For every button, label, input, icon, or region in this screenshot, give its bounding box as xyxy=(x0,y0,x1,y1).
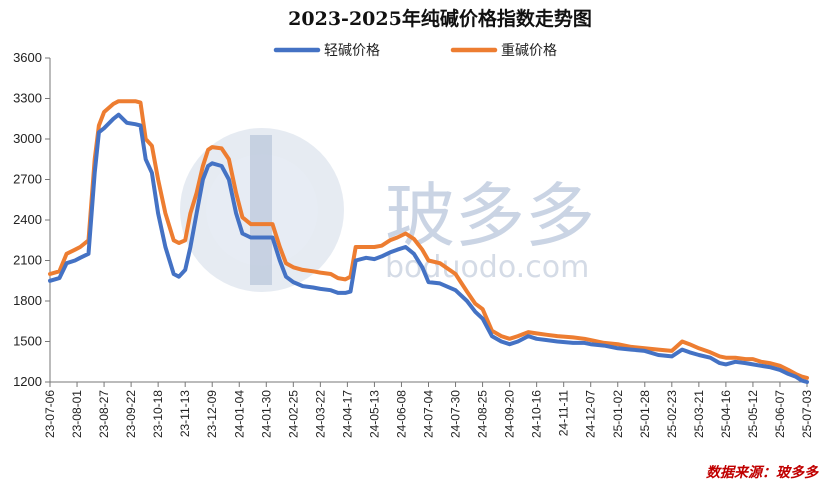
legend-label-light-soda: 轻碱价格 xyxy=(324,43,380,59)
source-note: 数据来源：玻多多 xyxy=(706,464,819,481)
legend: 轻碱价格 重碱价格 xyxy=(273,43,557,59)
x-tick-label: 24-07-04 xyxy=(422,390,436,438)
y-tick-label: 3300 xyxy=(13,91,42,106)
x-axis: 23-07-06 23-08-01 23-08-27 23-09-22 23-10-18… xyxy=(43,381,814,438)
x-tick-label: 24-10-16 xyxy=(530,390,544,438)
series-layer xyxy=(48,99,809,384)
y-tick-label: 2100 xyxy=(13,253,42,268)
x-tick-label: 25-03-21 xyxy=(692,390,706,438)
x-tick-label: 24-07-30 xyxy=(449,390,463,438)
y-tick-label: 1500 xyxy=(13,334,42,349)
watermark-logo-bar xyxy=(250,135,272,285)
x-tick-label: 25-02-23 xyxy=(665,390,679,438)
x-tick-label: 25-06-07 xyxy=(773,390,787,438)
series-line-light-soda xyxy=(48,112,809,384)
x-tick-label: 23-08-27 xyxy=(97,390,111,438)
x-tick-label: 24-05-13 xyxy=(367,390,381,438)
watermark-url: boduodo.com xyxy=(385,250,589,285)
x-tick-label: 25-05-12 xyxy=(746,390,760,438)
x-tick-label: 24-04-17 xyxy=(340,390,354,438)
x-tick-label: 24-01-30 xyxy=(259,390,273,438)
x-tick-label: 24-06-08 xyxy=(394,390,408,438)
x-tick-label: 23-10-18 xyxy=(151,390,165,438)
x-tick-label: 24-08-25 xyxy=(476,390,490,438)
x-tick-label: 25-07-03 xyxy=(800,390,814,438)
legend-label-heavy-soda: 重碱价格 xyxy=(501,43,557,59)
y-tick-label: 3600 xyxy=(13,50,42,65)
x-tick-label: 23-11-13 xyxy=(178,390,192,437)
x-tick-label: 24-12-07 xyxy=(584,390,598,438)
chart-title: 2023-2025年纯碱价格指数走势图 xyxy=(288,7,592,30)
y-tick-label: 3000 xyxy=(13,131,42,146)
x-tick-label: 25-01-28 xyxy=(638,390,652,438)
x-tick-label: 23-08-01 xyxy=(70,390,84,438)
x-tick-label: 23-09-22 xyxy=(124,390,138,438)
x-tick-label: 24-01-04 xyxy=(232,390,246,438)
y-tick-label: 2400 xyxy=(13,212,42,227)
x-tick-label: 23-12-09 xyxy=(205,390,219,438)
x-tick-label: 25-01-02 xyxy=(611,390,625,438)
y-tick-label: 2700 xyxy=(13,172,42,187)
x-tick-label: 24-02-25 xyxy=(286,390,300,438)
y-tick-label: 1200 xyxy=(13,374,42,389)
series-line-heavy-soda xyxy=(48,99,809,380)
x-tick-label: 24-09-20 xyxy=(503,390,517,438)
x-tick-label: 24-11-11 xyxy=(557,390,571,437)
watermark-brand: 玻多多 xyxy=(385,175,595,257)
y-axis: 1200 1500 1800 2100 2400 2700 3000 3300 3600 xyxy=(13,50,51,389)
x-tick-label: 24-03-22 xyxy=(313,390,327,438)
x-tick-label: 23-07-06 xyxy=(43,390,57,438)
y-tick-label: 1800 xyxy=(13,293,42,308)
x-tick-label: 25-04-16 xyxy=(719,390,733,438)
